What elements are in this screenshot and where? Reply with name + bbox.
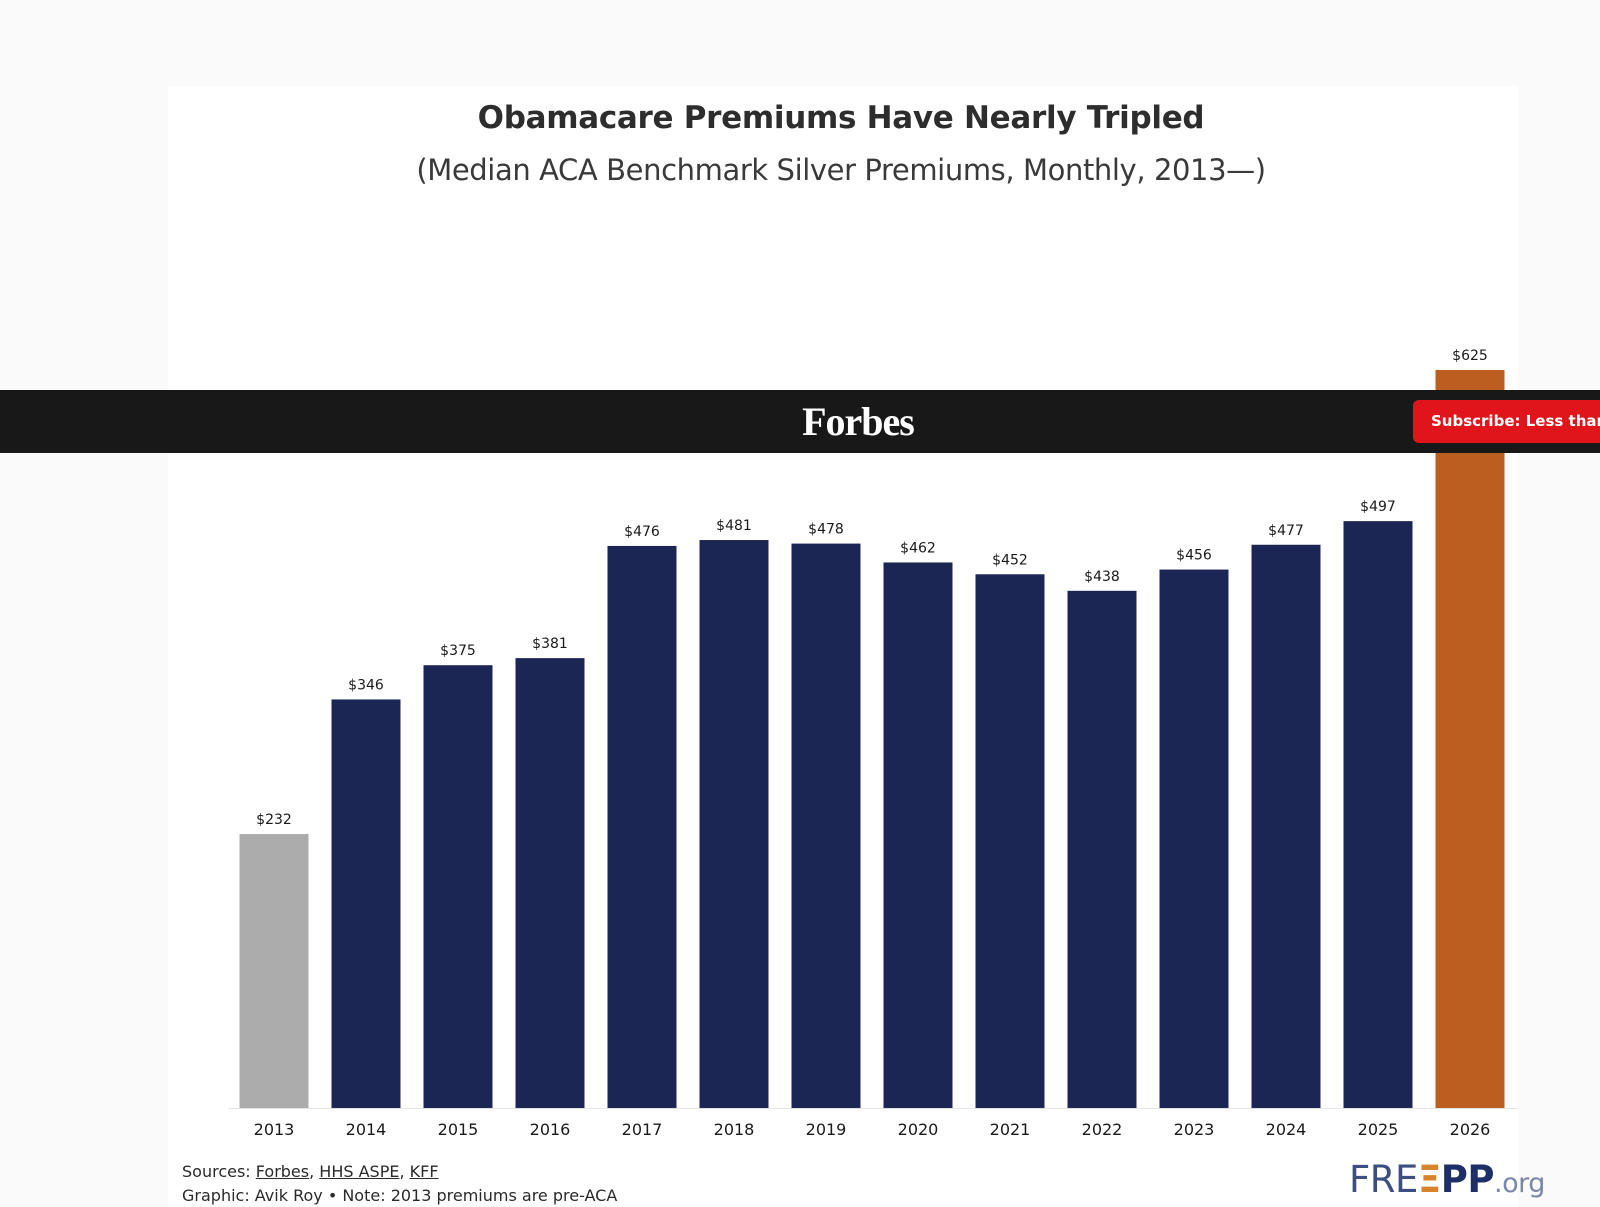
data-label-2013: $232: [256, 812, 292, 828]
chart-title: Obamacare Premiums Have Nearly Tripled: [477, 100, 1205, 136]
data-label-2014: $346: [348, 677, 384, 693]
x-tick-label-2020: 2020: [898, 1120, 939, 1139]
logo-part-fre: FRE: [1349, 1158, 1418, 1201]
sources-separator: ,: [309, 1162, 320, 1181]
data-label-2016: $381: [532, 636, 568, 652]
x-tick-label-2021: 2021: [990, 1120, 1031, 1139]
x-tick-label-2016: 2016: [530, 1120, 571, 1139]
bar-2016: [515, 658, 585, 1108]
forbes-header-bar: Forbes Subscribe: Less than $: [0, 390, 1600, 453]
bar-2013: [239, 834, 309, 1108]
data-label-2015: $375: [440, 643, 476, 659]
x-tick-label-2013: 2013: [254, 1120, 295, 1139]
x-tick-label-2018: 2018: [714, 1120, 755, 1139]
data-label-2024: $477: [1268, 523, 1304, 539]
x-tick-label-2026: 2026: [1450, 1120, 1491, 1139]
x-tick-label-2022: 2022: [1082, 1120, 1123, 1139]
bar-2021: [975, 574, 1045, 1108]
bar-2014: [331, 699, 401, 1108]
forbes-logo[interactable]: Forbes: [802, 399, 915, 444]
data-label-2021: $452: [992, 552, 1028, 568]
sources-prefix: Sources:: [182, 1162, 256, 1181]
data-label-2017: $476: [624, 524, 660, 540]
bar-2017: [607, 545, 677, 1108]
bar-2023: [1159, 569, 1229, 1108]
bar-2018: [699, 540, 769, 1108]
logo-part-pp: PP: [1440, 1158, 1495, 1201]
source-link-forbes[interactable]: Forbes: [255, 1162, 310, 1181]
x-tick-label-2015: 2015: [438, 1120, 479, 1139]
bar-2024: [1251, 544, 1321, 1108]
x-tick-label-2023: 2023: [1174, 1120, 1215, 1139]
bar-2025: [1343, 521, 1413, 1108]
x-tick-label-2014: 2014: [346, 1120, 387, 1139]
data-label-2025: $497: [1360, 499, 1396, 515]
data-label-2026: $625: [1452, 348, 1488, 364]
freopp-logo: FREΞPP.org: [1349, 1158, 1545, 1201]
data-label-2020: $462: [900, 540, 936, 556]
source-link-hhs-aspe[interactable]: HHS ASPE: [319, 1162, 400, 1181]
data-label-2018: $481: [716, 518, 752, 534]
data-label-2023: $456: [1176, 548, 1212, 564]
logo-part-org: .org: [1494, 1168, 1545, 1199]
footer-sources: Sources: Forbes, HHS ASPE, KFF: [182, 1162, 439, 1181]
x-tick-label-2025: 2025: [1358, 1120, 1399, 1139]
bar-2015: [423, 665, 493, 1108]
x-tick-label-2024: 2024: [1266, 1120, 1307, 1139]
data-label-2019: $478: [808, 522, 844, 538]
bar-2019: [791, 543, 861, 1108]
subscribe-button[interactable]: Subscribe: Less than $: [1413, 400, 1600, 443]
bar-2022: [1067, 590, 1137, 1108]
bar-2026: [1435, 370, 1505, 1108]
x-tick-label-2017: 2017: [622, 1120, 663, 1139]
logo-o-mark-icon: Ξ: [1417, 1158, 1441, 1201]
source-link-kff[interactable]: KFF: [409, 1162, 439, 1181]
chart-subtitle: (Median ACA Benchmark Silver Premiums, M…: [416, 153, 1266, 187]
bar-2020: [883, 562, 953, 1108]
footer-graphic-credit: Graphic: Avik Roy • Note: 2013 premiums …: [182, 1186, 618, 1205]
x-tick-label-2019: 2019: [806, 1120, 847, 1139]
data-label-2022: $438: [1084, 569, 1120, 585]
sources-separator: ,: [399, 1162, 410, 1181]
